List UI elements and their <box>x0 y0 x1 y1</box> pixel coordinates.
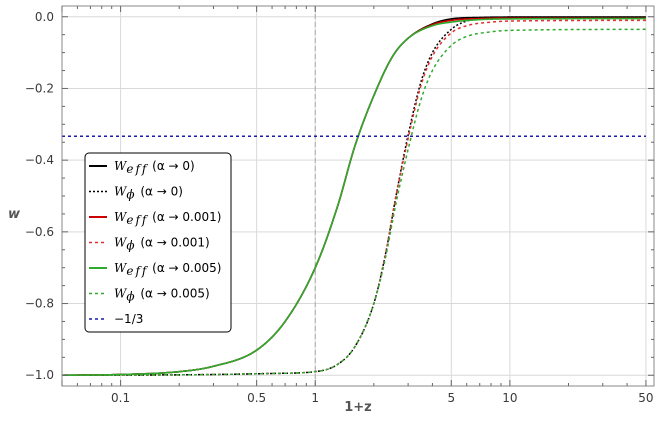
legend-entry-label: Weff (α → 0.005) <box>114 261 221 278</box>
y-tick-label: −0.2 <box>25 81 54 95</box>
x-tick-label: 1 <box>311 391 319 405</box>
x-tick-label: 0.5 <box>247 391 266 405</box>
x-axis-label: 1+z <box>344 400 372 415</box>
x-tick-label: 5 <box>447 391 455 405</box>
y-axis-label: w <box>8 207 21 222</box>
legend-entry-label: Wϕ (α → 0.001) <box>114 236 210 253</box>
legend: Weff (α → 0) Wϕ (α → 0) Weff (α → 0.001) Wϕ… <box>84 152 232 333</box>
legend-box <box>84 152 232 333</box>
y-tick-label: 0.0 <box>35 10 54 24</box>
y-tick-label: −0.4 <box>25 153 54 167</box>
series-line-6 <box>61 28 646 376</box>
x-tick-label: 10 <box>502 391 517 405</box>
y-tick-label: −0.6 <box>25 225 54 239</box>
axes: 0.1 0.5 1 5 10 50 0.0 −0.2 −0.4 −0.6 −0.8 −1.0 1+z w <box>8 5 655 415</box>
series-layer <box>61 16 646 377</box>
legend-entry-label: Wϕ (α → 0) <box>114 185 183 202</box>
legend-entry-label: Weff (α → 0.001) <box>114 210 221 227</box>
x-tick-label: 50 <box>638 391 653 405</box>
legend-entry-label: Weff (α → 0) <box>114 159 195 176</box>
legend-entry-label: −1/3 <box>114 312 143 326</box>
series-line-5 <box>61 17 646 377</box>
x-tick-label: 0.1 <box>111 391 130 405</box>
legend-entry-label: Wϕ (α → 0.005) <box>114 287 210 304</box>
y-tick-label: −1.0 <box>25 368 54 382</box>
y-tick-label: −0.8 <box>25 297 54 311</box>
